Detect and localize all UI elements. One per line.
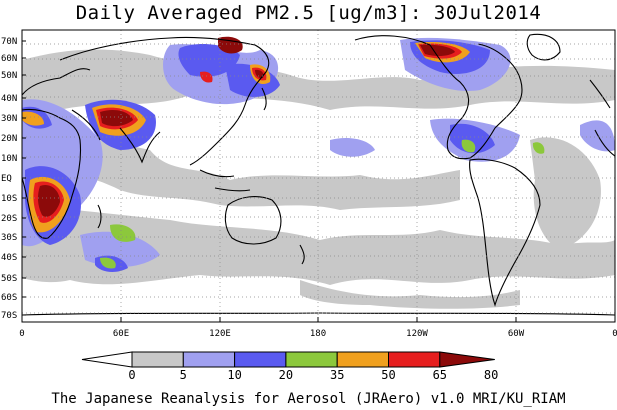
graticule: [22, 30, 615, 322]
latitude-axis: 70N 60N 50N 40N 30N 20N 10N EQ 10S 20S 30S 40S 50S 60…: [1, 37, 26, 321]
colorbar-segment: [182, 351, 236, 368]
lat-label: 20S: [1, 214, 17, 224]
footer-credit: The Japanese Reanalysis for Aerosol (JRA…: [51, 391, 566, 407]
coastlines: [22, 33, 615, 316]
colorbar-max-arrow: [439, 351, 495, 368]
colorbar-segment: [131, 351, 184, 368]
lon-label: 120W: [406, 329, 428, 339]
lat-label: 50S: [1, 274, 17, 284]
lat-label: 10N: [1, 154, 17, 164]
lat-label: 20N: [1, 134, 17, 144]
map-title: Daily Averaged PM2.5 [ug/m3]: 30Jul2014: [75, 2, 542, 24]
colorbar-tick-label: 5: [180, 368, 187, 382]
colorbar: 0 5 10 20 35 50 65 80: [81, 351, 498, 382]
lat-label: 60S: [1, 293, 17, 303]
pm25-field: [22, 30, 615, 322]
lat-label: 70N: [1, 37, 17, 47]
lat-label: 60N: [1, 54, 17, 64]
lon-label: 180: [310, 329, 326, 339]
colorbar-tick-label: 50: [381, 368, 395, 382]
lat-label: 40S: [1, 253, 17, 263]
colorbar-tick-label: 65: [433, 368, 447, 382]
colorbar-tick-label: 80: [484, 368, 498, 382]
lat-label: 30S: [1, 233, 17, 243]
lat-label: 70S: [1, 311, 17, 321]
lon-label: 0: [19, 329, 24, 339]
lon-label: 0: [612, 329, 617, 339]
colorbar-segment: [336, 351, 390, 368]
lon-label: 120E: [209, 329, 231, 339]
colorbar-tick-label: 20: [279, 368, 293, 382]
lat-label: 50N: [1, 71, 17, 81]
lat-label: 40N: [1, 94, 17, 104]
colorbar-segment: [234, 351, 287, 368]
colorbar-segment: [285, 351, 338, 368]
colorbar-segment: [388, 351, 441, 368]
lon-label: 60W: [508, 329, 525, 339]
colorbar-tick-label: 10: [227, 368, 241, 382]
lon-label: 60E: [113, 329, 129, 339]
lat-label: 30N: [1, 114, 17, 124]
longitude-axis: 0 60E 120E 180 120W 60W 0: [19, 317, 617, 339]
lat-label: EQ: [1, 174, 12, 184]
colorbar-tick-label: 35: [330, 368, 344, 382]
colorbar-tick-label: 0: [128, 368, 135, 382]
colorbar-min-arrow: [81, 351, 133, 368]
lat-label: 10S: [1, 194, 17, 204]
